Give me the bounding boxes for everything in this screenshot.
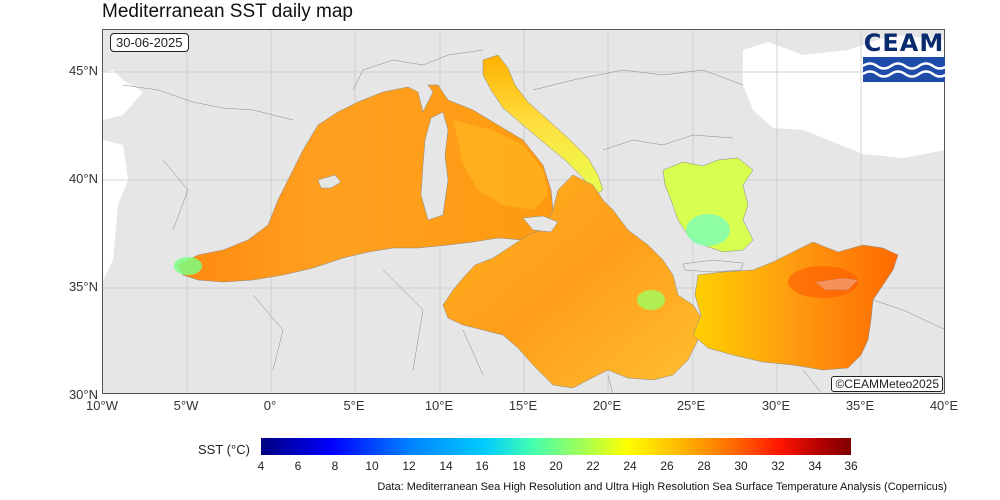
logo-waves-icon xyxy=(863,57,945,82)
lon-tick: 30°E xyxy=(761,398,791,413)
logo-text: CEAM xyxy=(863,29,945,57)
lat-tick: 30°N xyxy=(68,387,98,402)
adriatic-sea xyxy=(482,54,604,196)
lon-tick: 20°E xyxy=(592,398,622,413)
lon-tick: 5°W xyxy=(173,398,199,413)
colorbar-tick: 26 xyxy=(660,459,674,473)
map-canvas xyxy=(103,30,944,393)
colorbar-tick: 16 xyxy=(475,459,489,473)
colorbar-tick: 30 xyxy=(734,459,748,473)
colorbar xyxy=(261,438,851,455)
ceam-logo: CEAM xyxy=(863,30,945,82)
colorbar-tick: 18 xyxy=(512,459,526,473)
lat-tick: 35°N xyxy=(68,279,98,294)
colorbar-tick: 32 xyxy=(771,459,785,473)
central-basin xyxy=(442,174,704,389)
lon-tick: 15°E xyxy=(508,398,538,413)
aegean-sea xyxy=(662,157,754,253)
colorbar-tick: 28 xyxy=(697,459,711,473)
map-title: Mediterranean SST daily map xyxy=(102,1,353,22)
lon-tick: 10°W xyxy=(86,398,118,413)
lon-tick: 40°E xyxy=(929,398,959,413)
corsica-sardinia xyxy=(420,111,449,221)
credit-badge: ©CEAMMeteo2025 xyxy=(831,376,943,392)
colorbar-tick: 6 xyxy=(294,459,302,473)
colorbar-tick: 20 xyxy=(549,459,563,473)
colorbar-tick: 14 xyxy=(439,459,453,473)
lon-tick: 25°E xyxy=(676,398,706,413)
colorbar-tick: 34 xyxy=(808,459,822,473)
lat-tick: 45°N xyxy=(68,63,98,78)
colorbar-label: SST (°C) xyxy=(198,442,250,457)
colorbar-tick: 22 xyxy=(586,459,600,473)
colorbar-tick: 24 xyxy=(623,459,637,473)
lon-tick: 35°E xyxy=(845,398,875,413)
colorbar-tick: 36 xyxy=(844,459,858,473)
lat-tick: 40°N xyxy=(68,171,98,186)
map-panel xyxy=(102,29,945,394)
country-borders xyxy=(122,49,944,393)
lon-tick: 10°E xyxy=(424,398,454,413)
colorbar-tick: 12 xyxy=(402,459,416,473)
colorbar-tick: 4 xyxy=(257,459,265,473)
lon-tick: 0° xyxy=(263,398,277,413)
colorbar-tick: 8 xyxy=(331,459,339,473)
colorbar-tick: 10 xyxy=(365,459,379,473)
date-badge: 30-06-2025 xyxy=(110,33,189,52)
data-source-note: Data: Mediterranean Sea High Resolution … xyxy=(377,481,947,493)
lon-tick: 5°E xyxy=(343,398,365,413)
